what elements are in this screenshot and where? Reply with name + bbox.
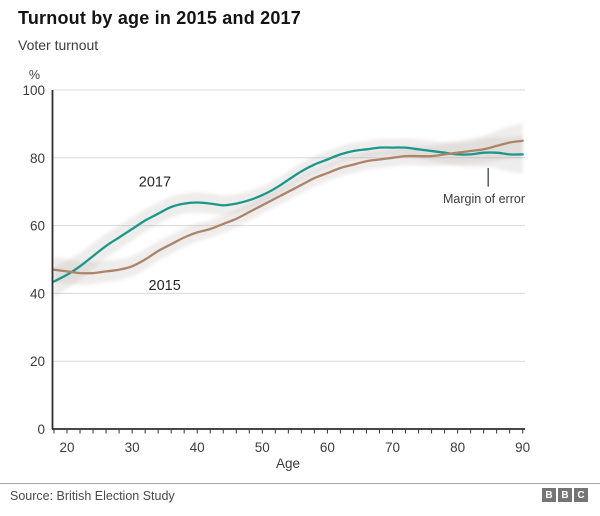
series-inline-labels: 2017 2015 [139, 175, 181, 294]
margin-of-error-annotation: Margin of error [443, 167, 525, 206]
x-tick-label-80: 80 [450, 440, 465, 455]
axis-ticks [53, 429, 524, 434]
y-tick-label-0: 0 [37, 422, 45, 437]
page-title: Turnout by age in 2015 and 2017 [18, 8, 301, 28]
x-tick-label-90: 90 [515, 440, 530, 455]
series-label-2017: 2017 [139, 175, 171, 191]
chart-subtitle: Voter turnout [18, 37, 99, 53]
margin-of-error-bands [54, 123, 523, 297]
series-lines [52, 139, 524, 283]
x-tick-label-40: 40 [190, 440, 205, 455]
x-axis-title: Age [276, 456, 300, 471]
x-tick-label-20: 20 [59, 440, 74, 455]
bbc-logo-block-b1: B [542, 488, 556, 502]
footer-divider [0, 483, 600, 484]
y-tick-label-100: 100 [22, 83, 45, 98]
y-tick-label-40: 40 [30, 286, 45, 301]
bbc-logo-block-b2: B [558, 488, 572, 502]
x-tick-label-50: 50 [255, 440, 270, 455]
line-2017 [52, 146, 524, 283]
y-tick-label-80: 80 [30, 151, 45, 166]
y-tick-label-20: 20 [30, 354, 45, 369]
line-2015 [52, 139, 524, 275]
chart-header: Turnout by age in 2015 and 2017 Voter tu… [18, 8, 301, 53]
y-axis-unit: % [29, 68, 40, 82]
bbc-logo-block-c: C [574, 488, 588, 502]
series-label-2015: 2015 [149, 278, 181, 294]
axis-tick-labels: 20 30 40 50 60 70 80 90 0 20 40 60 80 100 [22, 83, 530, 455]
x-tick-label-70: 70 [385, 440, 400, 455]
x-tick-label-60: 60 [320, 440, 335, 455]
y-tick-label-60: 60 [30, 219, 45, 234]
annotation-label: Margin of error [443, 192, 525, 206]
source-credit: Source: British Election Study [10, 489, 175, 503]
x-tick-label-30: 30 [125, 440, 140, 455]
bbc-logo: B B C [542, 488, 588, 502]
